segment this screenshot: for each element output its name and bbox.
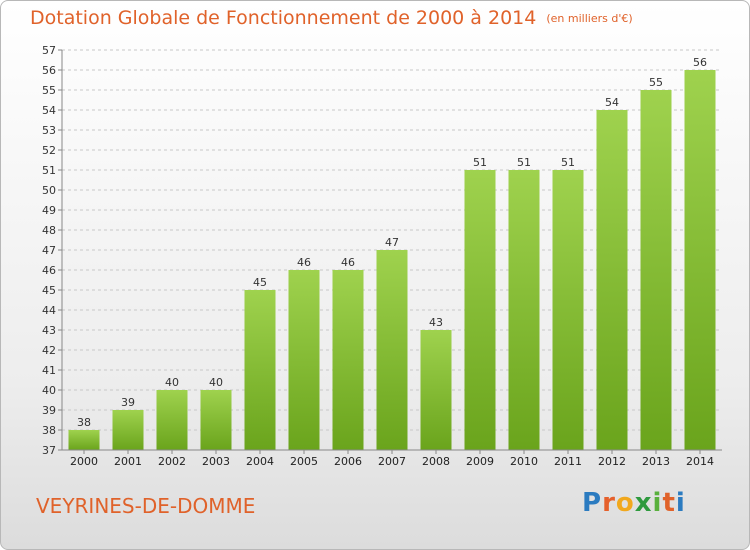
bar-2011: [552, 170, 584, 450]
x-tick-label: 2002: [158, 455, 186, 468]
y-tick-label: 39: [42, 404, 56, 417]
bar-2010: [508, 170, 540, 450]
bar-2008: [420, 330, 452, 450]
bar-2002: [156, 390, 188, 450]
bar-2003: [200, 390, 232, 450]
chart-title: Dotation Globale de Fonctionnement de 20…: [30, 7, 633, 29]
y-tick-label: 38: [42, 424, 56, 437]
unit-label: (en milliers d'€): [546, 12, 633, 25]
x-tick-label: 2004: [246, 455, 274, 468]
bar-2000: [68, 430, 100, 450]
y-tick-label: 44: [42, 304, 56, 317]
bar-2012: [596, 110, 628, 450]
data-label-2009: 51: [473, 156, 487, 169]
data-label-2006: 46: [341, 256, 355, 269]
data-label-2011: 51: [561, 156, 575, 169]
y-tick-label: 53: [42, 124, 56, 137]
y-tick-label: 54: [42, 104, 56, 117]
data-label-2010: 51: [517, 156, 531, 169]
y-tick-label: 43: [42, 324, 56, 337]
bar-2004: [244, 290, 276, 450]
bar-2006: [332, 270, 364, 450]
commune-name: VEYRINES-DE-DOMME: [36, 494, 256, 518]
x-tick-label: 2000: [70, 455, 98, 468]
data-label-2013: 55: [649, 76, 663, 89]
x-tick-label: 2011: [554, 455, 582, 468]
proxiti-logo: Proxiti: [582, 488, 686, 518]
data-label-2004: 45: [253, 276, 267, 289]
data-label-2000: 38: [77, 416, 91, 429]
y-tick-label: 51: [42, 164, 56, 177]
bar-2001: [112, 410, 144, 450]
x-tick-label: 2003: [202, 455, 230, 468]
y-tick-label: 48: [42, 224, 56, 237]
x-tick-label: 2009: [466, 455, 494, 468]
y-tick-label: 56: [42, 64, 56, 77]
data-label-2007: 47: [385, 236, 399, 249]
x-tick-label: 2005: [290, 455, 318, 468]
x-tick-label: 2008: [422, 455, 450, 468]
x-tick-label: 2014: [686, 455, 714, 468]
y-tick-label: 50: [42, 184, 56, 197]
bar-2009: [464, 170, 496, 450]
y-tick-label: 55: [42, 84, 56, 97]
x-tick-label: 2006: [334, 455, 362, 468]
x-tick-label: 2012: [598, 455, 626, 468]
data-label-2003: 40: [209, 376, 223, 389]
title-text: Dotation Globale de Fonctionnement de 20…: [30, 7, 537, 29]
bar-2007: [376, 250, 408, 450]
data-label-2002: 40: [165, 376, 179, 389]
y-tick-label: 41: [42, 364, 56, 377]
bar-2013: [640, 90, 672, 450]
data-label-2005: 46: [297, 256, 311, 269]
y-tick-label: 52: [42, 144, 56, 157]
y-tick-label: 46: [42, 264, 56, 277]
bar-2014: [684, 70, 716, 450]
y-tick-label: 40: [42, 384, 56, 397]
x-tick-label: 2010: [510, 455, 538, 468]
data-label-2014: 56: [693, 56, 707, 69]
x-tick-label: 2001: [114, 455, 142, 468]
y-tick-label: 57: [42, 44, 56, 57]
data-label-2008: 43: [429, 316, 443, 329]
bar-2005: [288, 270, 320, 450]
data-label-2001: 39: [121, 396, 135, 409]
y-tick-label: 49: [42, 204, 56, 217]
y-tick-label: 47: [42, 244, 56, 257]
y-tick-label: 37: [42, 444, 56, 457]
y-tick-label: 45: [42, 284, 56, 297]
y-tick-label: 42: [42, 344, 56, 357]
x-tick-label: 2013: [642, 455, 670, 468]
x-tick-label: 2007: [378, 455, 406, 468]
data-label-2012: 54: [605, 96, 619, 109]
